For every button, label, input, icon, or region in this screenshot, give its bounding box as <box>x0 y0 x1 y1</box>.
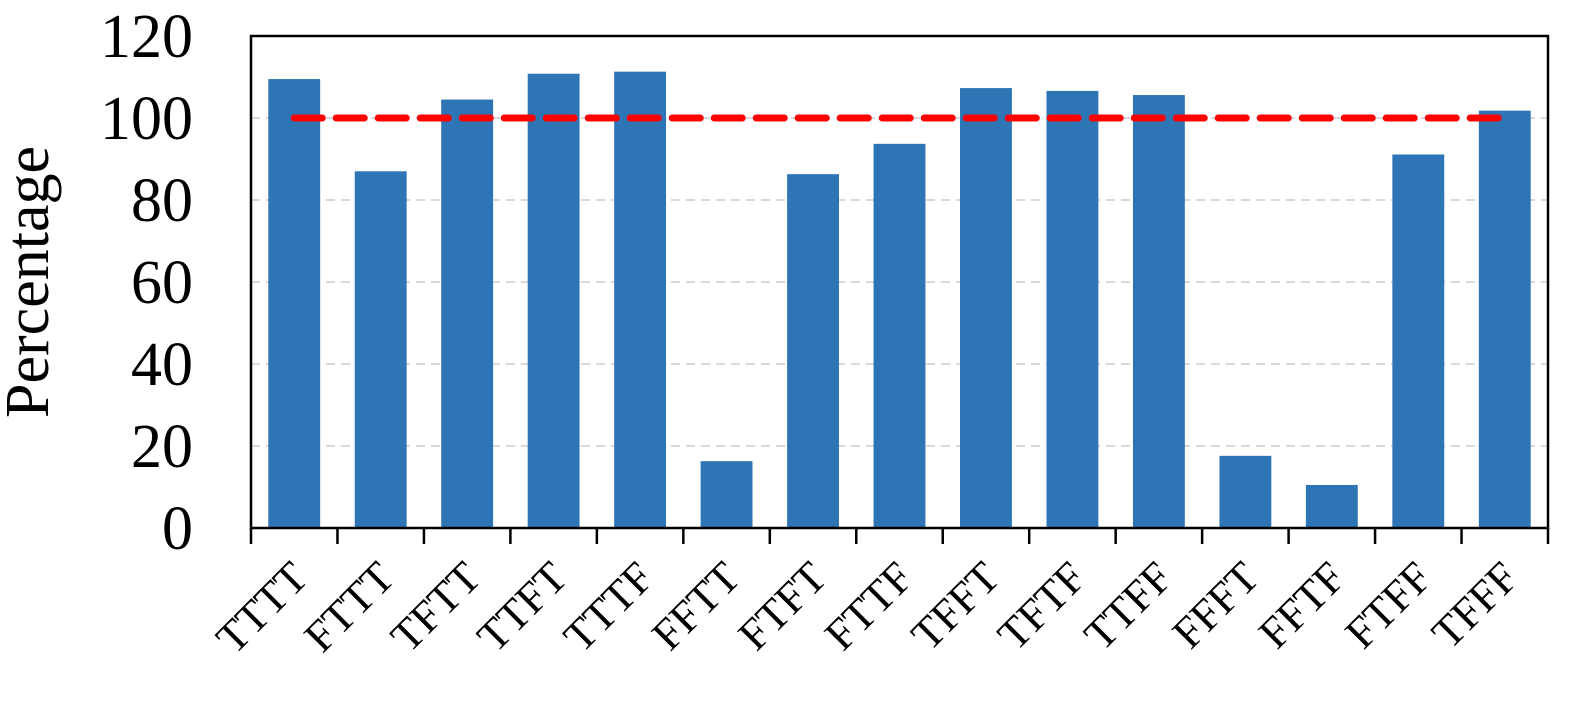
y-tick-label: 120 <box>100 3 193 71</box>
bar-tttt <box>268 79 321 529</box>
x-tick-label: TFFT <box>902 552 1009 659</box>
bar-tftf <box>1046 90 1099 528</box>
bar-ttft <box>527 73 580 528</box>
x-tick-label: TTTT <box>207 552 318 663</box>
x-tick-label: FTTT <box>295 552 404 661</box>
bar-fttf <box>873 143 926 528</box>
y-axis-title: Percentage <box>0 146 62 418</box>
y-tick-label: 80 <box>131 167 193 235</box>
x-tick-labels: TTTTFTTTTFTTTTFTTTTFFFTTFTFTFTTFTFFTTFTF… <box>207 552 1528 663</box>
bar-fftt <box>700 461 753 528</box>
bar-tfff <box>1478 110 1531 529</box>
bar-tfft <box>960 88 1012 528</box>
y-tick-label: 60 <box>131 249 193 317</box>
plot-frame <box>249 34 1550 530</box>
bar-ftft <box>787 174 839 529</box>
x-tick-label: TFTF <box>988 552 1095 659</box>
y-tick-label: 40 <box>131 331 193 399</box>
x-tick-label: FTTF <box>815 552 922 659</box>
y-tick-label: 100 <box>100 85 193 153</box>
x-tick-label: FFTT <box>642 552 749 659</box>
bar-fftf <box>1305 484 1358 528</box>
bar-ftff <box>1392 154 1445 529</box>
x-tick-label: TTFF <box>1075 552 1182 659</box>
axes <box>249 34 1550 544</box>
y-tick-label: 20 <box>131 413 193 481</box>
bar-tttf <box>614 71 667 529</box>
x-tick-label: FTFT <box>729 552 836 659</box>
x-tick-label: TFTT <box>381 552 490 661</box>
bar-ttff <box>1132 95 1185 528</box>
x-tick-label: TFFF <box>1422 552 1528 658</box>
bar-tftt <box>441 99 494 529</box>
bar-fttt <box>354 171 407 529</box>
x-tick-label: FFFT <box>1163 552 1269 658</box>
y-tick-labels: 0 20 40 60 80 100 120 <box>100 3 193 563</box>
x-tick-label: FTFF <box>1336 552 1442 658</box>
x-tick-label: TTTF <box>554 552 663 661</box>
x-tick-label: TTFT <box>468 552 577 661</box>
y-tick-label: 0 <box>162 495 193 563</box>
bars <box>268 71 1531 529</box>
bar-ffft <box>1219 455 1272 528</box>
x-tick-label: FFTF <box>1249 552 1355 658</box>
